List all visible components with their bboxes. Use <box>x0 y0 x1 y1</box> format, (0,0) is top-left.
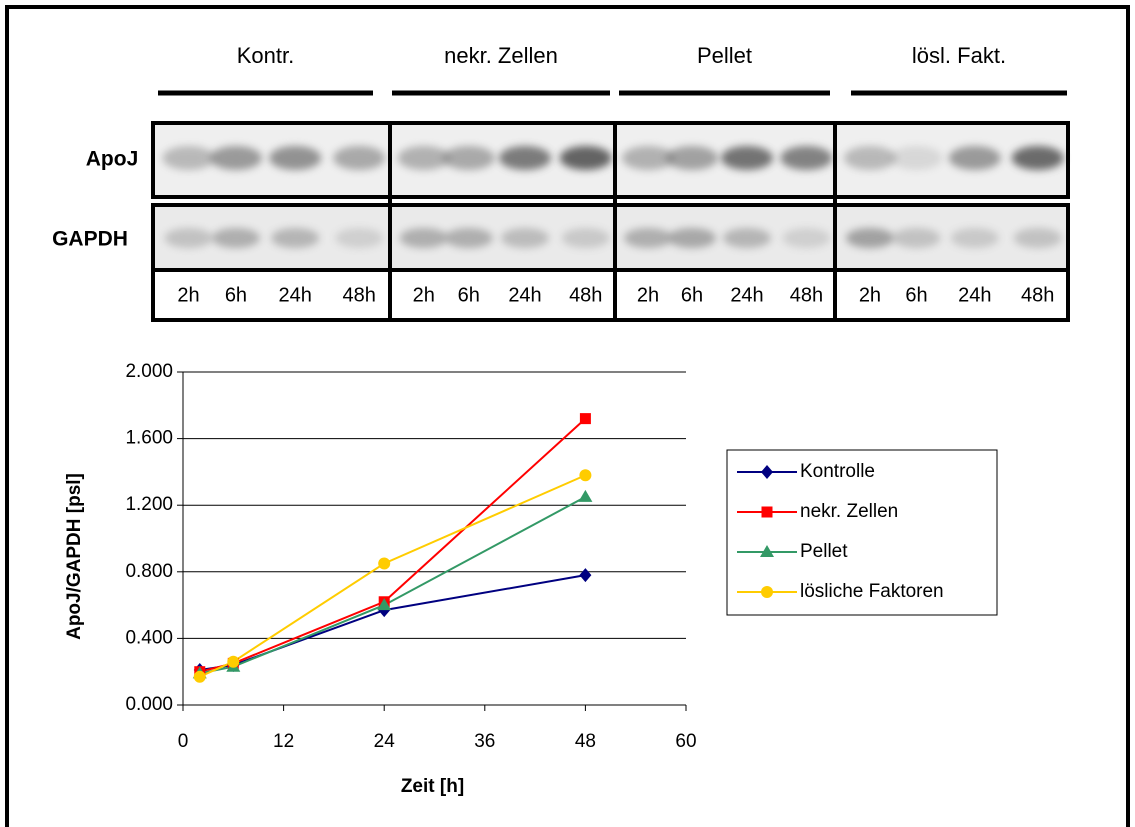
x-tick-label: 24 <box>374 731 396 752</box>
band <box>443 146 495 170</box>
lane-label: 6h <box>225 284 247 306</box>
band <box>210 146 262 170</box>
row-label: GAPDH <box>52 228 128 251</box>
chart: 0.000 0.400 0.800 1.200 1.600 2.000 0 12 24 36 48 6… <box>64 361 997 797</box>
x-tick-label: 48 <box>575 731 596 752</box>
lane-label: 24h <box>958 284 991 306</box>
group-label: Pellet <box>697 43 752 68</box>
band <box>1014 228 1062 248</box>
lane-label: 48h <box>1021 284 1054 306</box>
band <box>333 146 385 170</box>
lane-label: 6h <box>905 284 927 306</box>
band <box>723 228 771 248</box>
band <box>782 228 830 248</box>
marker <box>378 557 390 569</box>
marker <box>762 507 773 518</box>
y-axis-title: ApoJ/GAPDH [psl] <box>64 473 85 640</box>
marker <box>227 656 239 668</box>
band <box>335 228 383 248</box>
row-label: ApoJ <box>86 148 139 171</box>
y-tick-label: 2.000 <box>125 361 173 382</box>
lane-label: 48h <box>569 284 602 306</box>
lane-label: 24h <box>508 284 541 306</box>
legend-label: lösliche Faktoren <box>800 581 944 602</box>
lane-label: 48h <box>790 284 823 306</box>
marker <box>578 490 592 502</box>
marker <box>579 469 591 481</box>
y-tick-label: 0.400 <box>125 627 173 648</box>
band <box>846 228 894 248</box>
lane-label: 2h <box>177 284 199 306</box>
band <box>893 228 941 248</box>
y-tick-label: 1.200 <box>125 494 173 515</box>
band <box>398 146 450 170</box>
band <box>951 228 999 248</box>
lane-label: 2h <box>859 284 881 306</box>
band <box>499 146 551 170</box>
legend-label: Kontrolle <box>800 461 875 482</box>
band <box>721 146 773 170</box>
group-label: Kontr. <box>237 43 294 68</box>
band <box>844 146 896 170</box>
marker <box>579 568 591 582</box>
band <box>445 228 493 248</box>
blot: ApoJ GAPDH Kontr. 2h 6h 24h 48h nekr. Zellen 2… <box>52 43 1068 320</box>
band <box>271 228 319 248</box>
x-tick-label: 12 <box>273 731 294 752</box>
x-tick-label: 60 <box>675 731 696 752</box>
band <box>560 146 612 170</box>
marker <box>194 671 206 683</box>
band <box>780 146 832 170</box>
band <box>400 228 448 248</box>
lane-label: 2h <box>637 284 659 306</box>
band <box>165 228 213 248</box>
lane-label: 24h <box>279 284 312 306</box>
band <box>163 146 215 170</box>
lane-label: 6h <box>681 284 703 306</box>
y-tick-label: 0.800 <box>125 561 173 582</box>
group-label: lösl. Fakt. <box>912 43 1006 68</box>
band <box>212 228 260 248</box>
x-tick-label: 0 <box>178 731 189 752</box>
x-axis-title: Zeit [h] <box>401 776 464 797</box>
band <box>1012 146 1064 170</box>
band <box>501 228 549 248</box>
y-tick-label: 0.000 <box>125 694 173 715</box>
x-tick-label: 36 <box>474 731 495 752</box>
figure: ApoJ GAPDH Kontr. 2h 6h 24h 48h nekr. Zellen 2… <box>0 0 1135 827</box>
lane-label: 6h <box>458 284 480 306</box>
group-label: nekr. Zellen <box>444 43 558 68</box>
marker <box>580 413 591 424</box>
band <box>949 146 1001 170</box>
page: ApoJ GAPDH Kontr. 2h 6h 24h 48h nekr. Zellen 2… <box>0 0 1135 827</box>
legend-label: nekr. Zellen <box>800 501 898 522</box>
legend-label: Pellet <box>800 541 848 562</box>
lane-label: 2h <box>413 284 435 306</box>
marker <box>761 586 773 598</box>
series-line <box>200 419 586 672</box>
lane-label: 48h <box>343 284 376 306</box>
lane-label: 24h <box>730 284 763 306</box>
band <box>891 146 943 170</box>
band <box>269 146 321 170</box>
band <box>668 228 716 248</box>
band <box>562 228 610 248</box>
band <box>624 228 672 248</box>
band <box>666 146 718 170</box>
y-tick-label: 1.600 <box>125 428 173 449</box>
